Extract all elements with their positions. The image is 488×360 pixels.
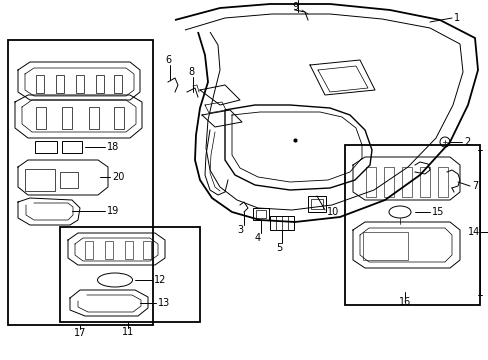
Text: 9: 9 bbox=[291, 2, 298, 12]
Text: 3: 3 bbox=[237, 225, 243, 235]
Text: 20: 20 bbox=[112, 172, 124, 182]
Bar bbox=[8, 40, 153, 325]
Bar bbox=[25, 169, 55, 191]
Text: 6: 6 bbox=[164, 55, 171, 65]
Bar bbox=[310, 199, 323, 209]
Text: 2: 2 bbox=[463, 137, 469, 147]
Bar bbox=[56, 75, 64, 93]
Bar bbox=[114, 107, 124, 129]
Text: 1: 1 bbox=[453, 13, 459, 23]
Bar bbox=[383, 167, 393, 197]
Bar bbox=[60, 172, 78, 188]
Bar bbox=[307, 196, 325, 212]
Text: 10: 10 bbox=[326, 207, 339, 217]
Text: 17: 17 bbox=[74, 328, 86, 338]
Bar bbox=[36, 107, 46, 129]
Text: 4: 4 bbox=[254, 233, 261, 243]
Bar bbox=[35, 141, 57, 153]
Bar bbox=[142, 241, 151, 259]
Bar bbox=[62, 141, 82, 153]
Bar bbox=[362, 232, 407, 260]
Bar bbox=[60, 227, 200, 322]
Bar bbox=[419, 167, 429, 197]
Text: 7: 7 bbox=[471, 181, 477, 191]
Bar bbox=[36, 75, 44, 93]
Text: 19: 19 bbox=[107, 206, 119, 216]
Bar bbox=[105, 241, 113, 259]
Bar bbox=[114, 75, 122, 93]
Text: 5: 5 bbox=[275, 243, 282, 253]
Bar bbox=[345, 145, 479, 305]
Bar bbox=[85, 241, 93, 259]
Bar bbox=[96, 75, 104, 93]
Text: 12: 12 bbox=[154, 275, 166, 285]
Text: 13: 13 bbox=[158, 298, 170, 308]
Text: 11: 11 bbox=[122, 327, 134, 337]
Bar bbox=[62, 107, 72, 129]
Text: 15: 15 bbox=[431, 207, 444, 217]
Bar bbox=[252, 208, 268, 220]
Bar bbox=[401, 167, 411, 197]
Text: 16: 16 bbox=[398, 297, 410, 307]
Bar bbox=[256, 210, 265, 218]
Bar bbox=[125, 241, 133, 259]
Bar bbox=[269, 216, 293, 230]
Text: 8: 8 bbox=[187, 67, 194, 77]
Text: 14: 14 bbox=[467, 227, 479, 237]
Bar bbox=[437, 167, 447, 197]
Bar bbox=[365, 167, 375, 197]
Text: 18: 18 bbox=[107, 142, 119, 152]
Bar bbox=[89, 107, 99, 129]
Bar bbox=[76, 75, 84, 93]
